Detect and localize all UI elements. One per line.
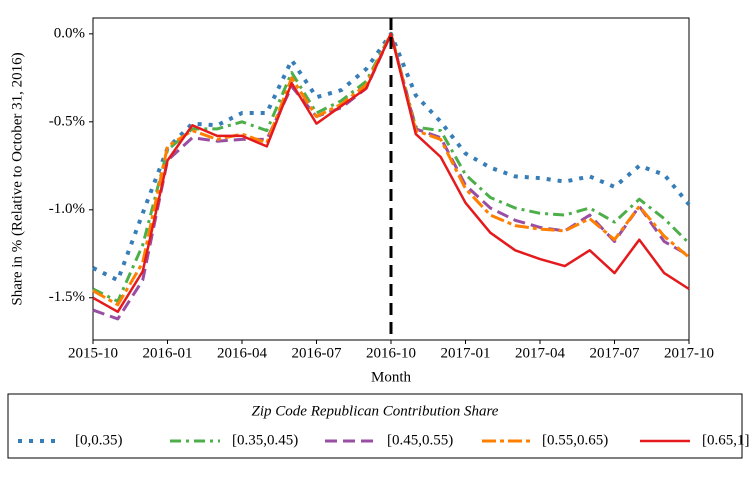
- legend-title: Zip Code Republican Contribution Share: [252, 403, 499, 419]
- y-axis-label: Share in % (Relative to October 31, 2016…: [9, 52, 25, 305]
- y-tick-label: -0.5%: [49, 113, 85, 129]
- y-tick-label: -1.0%: [49, 201, 85, 217]
- legend-label: [0.65,1]: [702, 432, 750, 448]
- legend-box: [7, 393, 743, 459]
- legend-label: [0,0.35): [75, 432, 123, 448]
- x-tick-label: 2016-01: [143, 345, 193, 361]
- series-line: [92, 32, 690, 321]
- x-tick-label: 2017-01: [441, 345, 491, 361]
- x-axis-label: Month: [371, 369, 412, 385]
- series-line: [92, 32, 691, 303]
- series-line: [92, 32, 690, 314]
- series-line: [92, 32, 690, 307]
- x-tick-label: 2016-07: [292, 345, 342, 361]
- legend-label: [0.55,0.65): [542, 432, 608, 448]
- legend-label: [0.35,0.45): [232, 432, 298, 448]
- legend-label: [0.45,0.55): [387, 432, 453, 448]
- x-tick-label: 2017-07: [590, 345, 640, 361]
- x-tick-label: 2016-04: [217, 345, 267, 361]
- y-tick-label: 0.0%: [54, 25, 85, 41]
- x-tick-label: 2017-10: [664, 345, 714, 361]
- x-tick-label: 2016-10: [366, 345, 416, 361]
- x-tick-label: 2017-04: [515, 345, 565, 361]
- x-tick-label: 2015-10: [68, 345, 118, 361]
- y-tick-label: -1.5%: [49, 289, 85, 305]
